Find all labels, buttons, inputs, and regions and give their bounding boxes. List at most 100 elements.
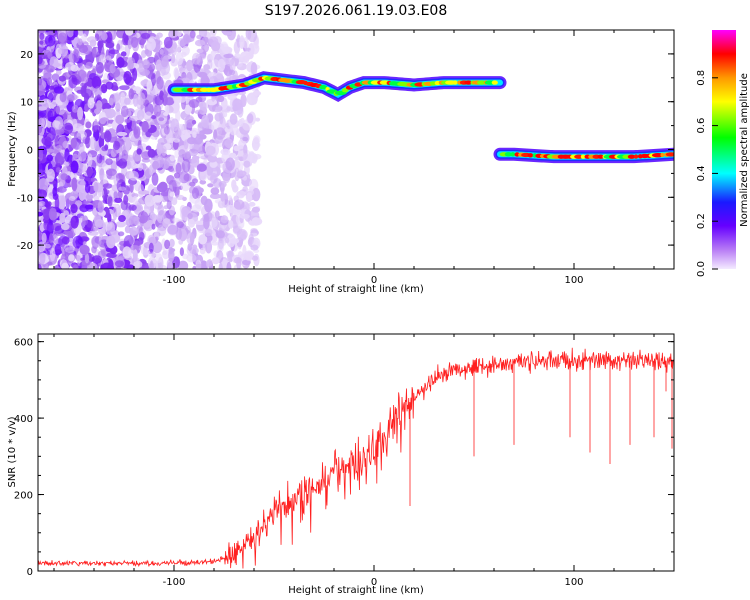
noise-blob — [70, 64, 79, 72]
noise-blob — [214, 210, 220, 219]
noise-blob — [109, 63, 116, 74]
noise-blob — [44, 34, 56, 47]
noise-blob — [211, 104, 223, 113]
noise-blob — [183, 173, 192, 182]
noise-blob — [115, 221, 126, 228]
noise-blob — [76, 130, 88, 140]
noise-blob — [227, 195, 232, 201]
noise-blob — [237, 104, 244, 118]
noise-blob — [38, 189, 48, 199]
noise-blob — [78, 143, 85, 153]
noise-blob — [97, 200, 105, 214]
noise-blob — [118, 215, 126, 222]
noise-blob — [41, 232, 47, 244]
noise-blob — [141, 120, 149, 133]
noise-blob — [247, 113, 254, 124]
noise-blob — [227, 93, 237, 101]
noise-blob — [145, 111, 152, 119]
noise-blob — [129, 182, 134, 193]
noise-blob — [215, 230, 225, 239]
noise-blob — [209, 193, 221, 200]
track-hotspot — [574, 154, 584, 159]
noise-blob — [141, 158, 151, 163]
noise-blob — [222, 161, 233, 174]
noise-blob — [220, 148, 231, 156]
noise-blob — [233, 40, 241, 55]
y-tick-label: 10 — [20, 98, 33, 109]
colorbar-tick-label: 0.6 — [696, 118, 707, 134]
noise-blob — [71, 105, 79, 113]
noise-blob — [248, 151, 255, 156]
noise-blob — [144, 194, 155, 207]
noise-blob — [247, 30, 258, 43]
noise-blob — [93, 226, 99, 231]
noise-blob — [250, 62, 258, 76]
noise-blob — [54, 116, 64, 130]
noise-blob — [82, 44, 93, 55]
y-tick-label: 0 — [27, 146, 33, 157]
noise-blob — [201, 114, 210, 129]
noise-blob — [115, 172, 123, 179]
noise-blob — [223, 31, 233, 36]
noise-blob — [66, 30, 74, 38]
noise-blob — [46, 154, 53, 162]
noise-blob — [64, 247, 75, 253]
noise-blob — [79, 174, 85, 180]
y-tick-label: -20 — [17, 241, 33, 252]
noise-blob — [234, 167, 240, 182]
spectrogram-y-axis: -20 -10 0 10 20 — [17, 29, 674, 270]
noise-blob — [84, 92, 90, 104]
noise-blob — [145, 48, 153, 57]
noise-blob — [250, 228, 258, 234]
noise-blob — [223, 53, 234, 59]
noise-blob — [93, 181, 99, 193]
noise-blob — [49, 247, 56, 262]
colorbar-tick-label: 0.0 — [696, 261, 707, 277]
noise-blob — [94, 219, 105, 228]
noise-blob — [152, 195, 163, 203]
noise-blob — [105, 81, 114, 90]
noise-blob — [89, 136, 96, 150]
noise-blob — [124, 97, 131, 105]
noise-blob — [43, 220, 50, 231]
noise-blob — [75, 255, 81, 262]
noise-blob — [72, 118, 78, 129]
noise-blob — [159, 49, 164, 55]
noise-blob — [117, 231, 125, 237]
track-hotspot — [491, 80, 498, 85]
noise-blob — [128, 88, 135, 100]
noise-blob — [38, 78, 43, 86]
noise-blob — [228, 69, 236, 76]
noise-blob — [182, 233, 187, 240]
noise-blob — [177, 260, 189, 269]
noise-blob — [91, 255, 103, 264]
noise-blob — [196, 34, 202, 40]
noise-blob — [172, 217, 180, 223]
noise-blob — [160, 191, 170, 197]
noise-blob — [59, 197, 66, 210]
noise-blob — [156, 32, 163, 38]
noise-blob — [193, 253, 200, 264]
noise-blob — [149, 260, 154, 269]
noise-blob — [217, 58, 226, 72]
noise-blob — [232, 184, 239, 193]
noise-blob — [192, 178, 198, 184]
noise-blob — [128, 215, 140, 227]
noise-blob — [120, 51, 127, 57]
noise-blob — [198, 234, 208, 245]
noise-blob — [195, 261, 202, 269]
noise-blob — [182, 158, 191, 173]
noise-blob — [175, 109, 181, 122]
noise-blob — [194, 220, 206, 225]
noise-blob — [186, 59, 193, 72]
noise-blob — [251, 255, 259, 261]
x-tick-label: 100 — [564, 577, 583, 588]
noise-blob — [233, 145, 240, 152]
noise-blob — [58, 75, 66, 82]
noise-blob — [38, 148, 44, 162]
noise-blob — [38, 241, 46, 253]
noise-blob — [245, 52, 250, 64]
noise-blob — [127, 59, 134, 70]
noise-blob — [202, 128, 213, 135]
